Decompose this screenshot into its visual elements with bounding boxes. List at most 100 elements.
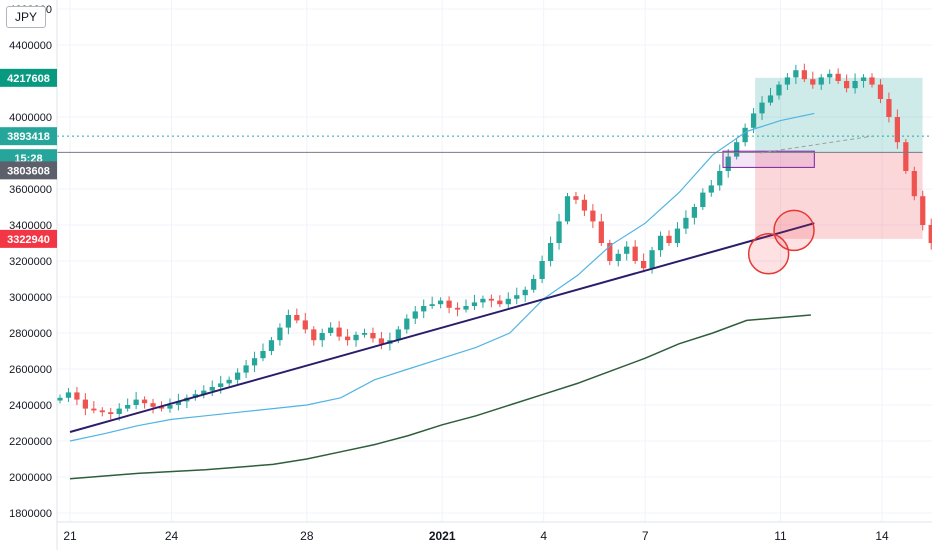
candle-body bbox=[463, 306, 469, 310]
candlestick-series bbox=[57, 63, 932, 421]
candle-body bbox=[657, 235, 664, 251]
candle-body bbox=[395, 329, 401, 341]
candle-body bbox=[852, 81, 858, 89]
candle-body bbox=[141, 399, 148, 404]
candle-body bbox=[776, 84, 782, 96]
time-axis: 21 24 28 2021 4 7 11 14 bbox=[63, 529, 889, 543]
candle-body bbox=[539, 261, 545, 279]
x-tick-label: 2021 bbox=[429, 529, 456, 543]
price-tag-stop-loss bbox=[0, 229, 57, 248]
price-tag-label: 4217608 bbox=[7, 73, 50, 85]
candle-body bbox=[150, 403, 156, 407]
moving-average-line bbox=[69, 314, 811, 480]
candle-body bbox=[116, 408, 122, 414]
candle-body bbox=[285, 315, 291, 328]
x-tick-label: 4 bbox=[540, 529, 547, 543]
candle-body bbox=[74, 392, 80, 400]
candle-body bbox=[158, 406, 165, 409]
x-tick-label: 7 bbox=[642, 529, 649, 543]
candle-body bbox=[556, 221, 562, 243]
candle-body bbox=[725, 156, 731, 171]
y-tick-label: 3400000 bbox=[9, 220, 52, 232]
candle-body bbox=[514, 295, 520, 299]
candle-body bbox=[827, 73, 833, 78]
x-tick-label: 21 bbox=[63, 529, 77, 543]
candle-body bbox=[641, 261, 647, 269]
price-tag-label: 3322940 bbox=[7, 234, 50, 246]
candle-body bbox=[818, 77, 824, 85]
candle-body bbox=[877, 84, 884, 99]
candle-body bbox=[860, 77, 867, 81]
candle-body bbox=[674, 228, 681, 243]
candle-body bbox=[531, 279, 537, 290]
candle-body bbox=[717, 171, 723, 186]
candle-body bbox=[742, 127, 748, 143]
resistance-zone[interactable] bbox=[722, 150, 815, 168]
candle-body bbox=[480, 298, 486, 303]
x-tick-label: 28 bbox=[300, 529, 314, 543]
candle-body bbox=[598, 221, 604, 243]
y-tick-label: 2000000 bbox=[9, 472, 52, 484]
annotations bbox=[57, 135, 932, 275]
candle-body bbox=[767, 95, 774, 103]
candle-body bbox=[454, 307, 461, 310]
candle-body bbox=[268, 340, 275, 351]
currency-badge[interactable]: JPY bbox=[6, 6, 46, 28]
candle-body bbox=[911, 171, 917, 197]
y-tick-label: 4400000 bbox=[9, 40, 52, 52]
candle-body bbox=[438, 300, 444, 305]
candle-body bbox=[370, 333, 376, 339]
candle-body bbox=[734, 142, 740, 157]
candle-body bbox=[573, 196, 579, 200]
loss-zone[interactable] bbox=[755, 152, 923, 239]
candle-body bbox=[404, 318, 410, 330]
candle-body bbox=[91, 408, 97, 411]
trendline bbox=[69, 222, 815, 433]
support-trendline[interactable] bbox=[69, 222, 815, 433]
candle-body bbox=[201, 390, 207, 395]
candle-body bbox=[125, 405, 131, 409]
x-tick-label: 24 bbox=[165, 529, 179, 543]
candle-body bbox=[810, 79, 816, 85]
candle-body bbox=[700, 192, 706, 207]
candle-body bbox=[57, 397, 63, 401]
y-tick-label: 3000000 bbox=[9, 292, 52, 304]
candle-body bbox=[683, 217, 689, 229]
candle-body bbox=[353, 334, 359, 341]
candle-body bbox=[99, 410, 105, 413]
candle-body bbox=[243, 365, 249, 373]
candle-body bbox=[311, 329, 317, 341]
candle-body bbox=[615, 253, 621, 261]
candle-body bbox=[488, 298, 494, 301]
price-tag-label: 3803608 bbox=[7, 165, 50, 177]
candle-body bbox=[133, 399, 139, 405]
highlight-circle[interactable] bbox=[773, 209, 815, 252]
candle-body bbox=[649, 250, 655, 269]
candle-body bbox=[750, 113, 757, 128]
y-tick-label: 1800000 bbox=[9, 508, 52, 520]
candle-body bbox=[928, 225, 932, 243]
candle-body bbox=[793, 70, 799, 78]
x-tick-label: 14 bbox=[875, 529, 889, 543]
price-axis: 1800000 2000000 2200000 2400000 2600000 28000… bbox=[9, 4, 52, 520]
candle-body bbox=[226, 379, 232, 384]
price-tag-current-price bbox=[0, 127, 57, 146]
candle-body bbox=[336, 327, 342, 337]
candle-body bbox=[632, 246, 638, 261]
candle-body bbox=[624, 246, 630, 254]
candle-body bbox=[361, 333, 368, 335]
price-tag-entry bbox=[0, 161, 57, 180]
candle-body bbox=[691, 207, 697, 218]
candle-body bbox=[894, 117, 900, 143]
candle-body bbox=[277, 327, 283, 341]
candle-body bbox=[564, 196, 571, 222]
candle-body bbox=[522, 289, 528, 296]
profit-zone[interactable] bbox=[755, 77, 923, 153]
candle-body bbox=[108, 412, 114, 414]
candle-body bbox=[167, 405, 173, 409]
candle-body bbox=[835, 73, 841, 81]
y-tick-label: 2200000 bbox=[9, 436, 52, 448]
candle-body bbox=[175, 401, 182, 405]
y-tick-label: 4000000 bbox=[9, 112, 52, 124]
